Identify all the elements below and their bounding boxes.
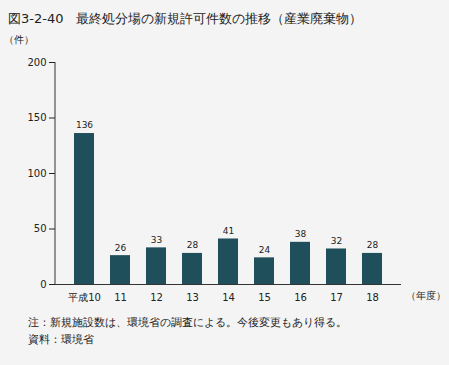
svg-text:136: 136 <box>76 120 93 130</box>
svg-text:28: 28 <box>367 240 379 250</box>
html-text:図3-2-40 最終処分場の新規許可件数の推移（産業廃棄物）: 図3-2-40 最終処分場の新規許可件数の推移（産業廃棄物） <box>8 11 363 26</box>
svg-text:12: 12 <box>150 292 163 303</box>
svg-text:200: 200 <box>27 57 46 68</box>
svg-text:0: 0 <box>40 279 46 290</box>
svg-text:33: 33 <box>151 235 162 245</box>
html-text:資料：環境省: 資料：環境省 <box>28 333 94 346</box>
svg-text:14: 14 <box>222 292 235 303</box>
svg-text:18: 18 <box>366 292 379 303</box>
svg-text:11: 11 <box>114 292 127 303</box>
svg-text:41: 41 <box>223 226 234 236</box>
svg-text:38: 38 <box>295 229 307 239</box>
svg-text:100: 100 <box>27 168 46 179</box>
svg-text:32: 32 <box>331 236 342 246</box>
svg-text:（年度）: （年度） <box>406 290 446 301</box>
svg-text:26: 26 <box>115 243 127 253</box>
svg-text:17: 17 <box>330 292 343 303</box>
svg-text:28: 28 <box>187 240 199 250</box>
svg-text:15: 15 <box>258 292 271 303</box>
svg-text:50: 50 <box>34 223 47 234</box>
svg-text:（件）: （件） <box>4 34 34 45</box>
svg-text:16: 16 <box>294 292 307 303</box>
svg-text:平成10: 平成10 <box>68 292 101 303</box>
svg-text:150: 150 <box>27 112 46 123</box>
svg-text:24: 24 <box>259 245 271 255</box>
html-text:注：新規施設数は、環境省の調査による。今後変更もあり得る。: 注：新規施設数は、環境省の調査による。今後変更もあり得る。 <box>28 316 347 329</box>
svg-text:13: 13 <box>186 292 199 303</box>
